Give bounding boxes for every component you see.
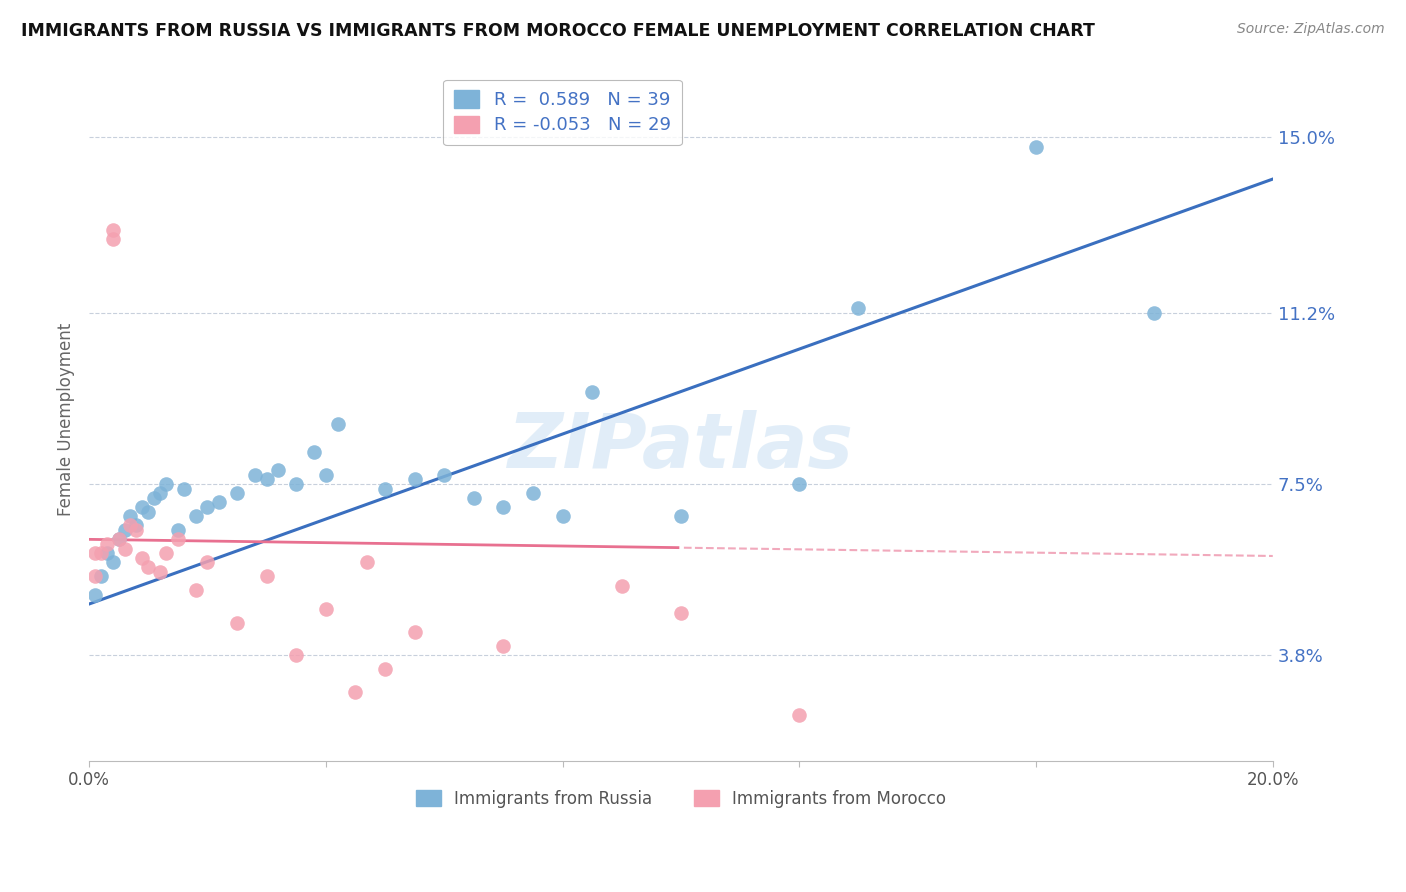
Point bbox=[256, 569, 278, 583]
Point bbox=[226, 615, 249, 630]
Point bbox=[149, 486, 172, 500]
Point bbox=[404, 624, 426, 639]
Point bbox=[131, 550, 153, 565]
Y-axis label: Female Unemployment: Female Unemployment bbox=[58, 323, 75, 516]
Point bbox=[173, 482, 195, 496]
Point bbox=[243, 467, 266, 482]
Point bbox=[149, 565, 172, 579]
Point bbox=[374, 482, 396, 496]
Text: ZIPatlas: ZIPatlas bbox=[508, 409, 853, 483]
Point bbox=[669, 607, 692, 621]
Point bbox=[90, 569, 112, 583]
Point bbox=[581, 384, 603, 399]
Point bbox=[356, 556, 378, 570]
Point bbox=[848, 301, 870, 316]
Point bbox=[120, 509, 142, 524]
Point bbox=[551, 509, 574, 524]
Point bbox=[197, 556, 219, 570]
Point bbox=[344, 685, 367, 699]
Point bbox=[96, 537, 118, 551]
Point bbox=[669, 509, 692, 524]
Point bbox=[107, 533, 129, 547]
Point bbox=[1143, 306, 1166, 320]
Point bbox=[267, 463, 290, 477]
Point bbox=[302, 444, 325, 458]
Point bbox=[463, 491, 485, 505]
Point bbox=[208, 495, 231, 509]
Point bbox=[184, 509, 207, 524]
Point bbox=[155, 546, 177, 560]
Point bbox=[84, 588, 107, 602]
Point bbox=[492, 639, 515, 653]
Point bbox=[114, 523, 136, 537]
Point bbox=[143, 491, 166, 505]
Point bbox=[610, 578, 633, 592]
Point bbox=[107, 533, 129, 547]
Point bbox=[285, 648, 308, 662]
Point bbox=[96, 546, 118, 560]
Point bbox=[90, 546, 112, 560]
Legend: Immigrants from Russia, Immigrants from Morocco: Immigrants from Russia, Immigrants from … bbox=[409, 783, 953, 814]
Point bbox=[136, 505, 159, 519]
Point bbox=[131, 500, 153, 514]
Point bbox=[125, 518, 148, 533]
Point bbox=[84, 546, 107, 560]
Point bbox=[404, 472, 426, 486]
Point bbox=[125, 523, 148, 537]
Text: IMMIGRANTS FROM RUSSIA VS IMMIGRANTS FROM MOROCCO FEMALE UNEMPLOYMENT CORRELATIO: IMMIGRANTS FROM RUSSIA VS IMMIGRANTS FRO… bbox=[21, 22, 1095, 40]
Point bbox=[1025, 139, 1047, 153]
Point bbox=[433, 467, 456, 482]
Point bbox=[120, 518, 142, 533]
Point bbox=[226, 486, 249, 500]
Point bbox=[315, 467, 337, 482]
Point bbox=[492, 500, 515, 514]
Point bbox=[101, 223, 124, 237]
Point bbox=[787, 707, 810, 722]
Point bbox=[256, 472, 278, 486]
Point bbox=[166, 533, 188, 547]
Point bbox=[166, 523, 188, 537]
Point bbox=[101, 556, 124, 570]
Point bbox=[326, 417, 349, 431]
Point bbox=[315, 601, 337, 615]
Point bbox=[374, 662, 396, 676]
Point bbox=[522, 486, 544, 500]
Point bbox=[285, 477, 308, 491]
Point bbox=[114, 541, 136, 556]
Point bbox=[84, 569, 107, 583]
Point bbox=[155, 477, 177, 491]
Point bbox=[101, 232, 124, 246]
Point bbox=[787, 477, 810, 491]
Point bbox=[197, 500, 219, 514]
Text: Source: ZipAtlas.com: Source: ZipAtlas.com bbox=[1237, 22, 1385, 37]
Point bbox=[184, 583, 207, 598]
Point bbox=[136, 560, 159, 574]
